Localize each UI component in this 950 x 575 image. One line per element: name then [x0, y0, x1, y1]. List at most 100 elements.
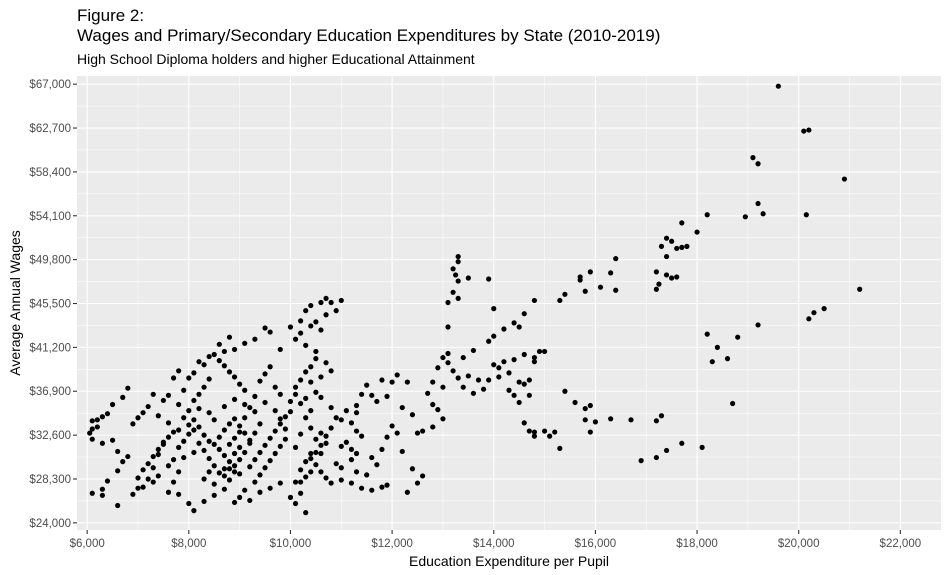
data-point	[262, 442, 268, 448]
data-point	[211, 492, 217, 498]
data-point	[663, 235, 670, 241]
data-point	[206, 438, 212, 444]
y-tick-label: $24,000	[29, 518, 71, 530]
data-point	[176, 469, 182, 475]
data-point	[435, 365, 441, 371]
data-point	[211, 481, 217, 487]
data-point	[287, 494, 294, 500]
data-point	[803, 212, 809, 218]
data-point	[140, 467, 146, 473]
data-point	[277, 443, 283, 449]
data-point	[247, 497, 253, 504]
data-point	[318, 469, 324, 475]
data-point	[674, 245, 680, 252]
data-point	[247, 464, 253, 470]
data-point	[292, 336, 299, 342]
data-point	[115, 502, 121, 509]
data-point	[679, 440, 685, 446]
data-point	[89, 436, 95, 442]
data-point	[435, 407, 441, 413]
data-point	[292, 391, 299, 397]
data-point	[531, 354, 538, 361]
data-point	[155, 451, 161, 458]
x-axis-title: Education Expenditure per Pupil	[409, 553, 609, 569]
data-point	[755, 200, 761, 207]
data-point	[450, 266, 456, 272]
data-point	[201, 362, 207, 368]
data-point	[191, 508, 197, 514]
data-point	[201, 432, 207, 438]
data-point	[237, 471, 243, 477]
data-point	[267, 435, 273, 441]
data-point	[99, 486, 106, 492]
y-axis-ticks: $24,000 $28,300 $32,600 $36,900 $41,200 $45,5…	[29, 79, 77, 530]
data-point	[176, 401, 182, 408]
data-point	[343, 408, 349, 414]
data-point	[486, 377, 492, 383]
data-point	[338, 443, 344, 449]
data-point	[572, 399, 578, 406]
data-point	[404, 379, 410, 385]
data-point	[298, 479, 304, 485]
data-point	[191, 449, 197, 456]
data-point	[165, 489, 172, 495]
data-point	[221, 466, 227, 472]
data-point	[89, 426, 95, 432]
data-point	[135, 475, 141, 481]
data-point	[453, 272, 459, 278]
data-point	[145, 403, 151, 410]
data-point	[587, 429, 593, 435]
data-point	[186, 375, 192, 381]
data-point	[231, 435, 238, 441]
data-point	[656, 281, 662, 287]
data-point	[277, 480, 283, 486]
data-point	[333, 461, 339, 467]
data-point	[191, 397, 197, 404]
data-point	[735, 334, 741, 340]
data-point	[369, 454, 375, 461]
data-point	[430, 379, 436, 385]
data-point	[186, 408, 192, 414]
data-point	[562, 291, 568, 297]
data-point	[359, 485, 365, 491]
data-point	[526, 377, 532, 383]
data-point	[755, 161, 761, 167]
data-point	[176, 491, 182, 497]
data-point	[511, 392, 517, 398]
data-point	[653, 454, 659, 461]
data-point	[221, 403, 227, 410]
data-point	[323, 440, 329, 446]
data-point	[115, 448, 121, 455]
data-point	[242, 387, 248, 393]
data-point	[755, 322, 761, 328]
data-point	[87, 430, 93, 436]
data-point	[303, 459, 309, 465]
data-point	[450, 289, 456, 295]
data-point	[323, 360, 329, 366]
data-point	[196, 405, 202, 412]
data-point	[582, 405, 588, 412]
data-point	[318, 374, 324, 380]
data-point	[313, 348, 319, 355]
data-point	[486, 276, 492, 282]
data-point	[501, 359, 507, 365]
data-point	[206, 376, 212, 382]
data-point	[409, 412, 416, 418]
data-point	[226, 369, 233, 375]
data-point	[374, 398, 380, 405]
data-point	[216, 358, 222, 364]
data-point	[445, 360, 451, 366]
data-point	[201, 447, 207, 454]
x-tick-label: $12,000	[371, 538, 413, 550]
data-point	[282, 414, 288, 420]
data-point	[237, 444, 243, 450]
data-point	[379, 484, 385, 490]
data-point	[399, 448, 405, 455]
data-point	[150, 453, 156, 460]
data-point	[99, 440, 106, 446]
data-point	[252, 430, 258, 436]
data-point	[313, 462, 319, 468]
data-point	[333, 415, 339, 421]
y-tick-label: $54,100	[29, 211, 71, 223]
data-point	[308, 425, 314, 431]
